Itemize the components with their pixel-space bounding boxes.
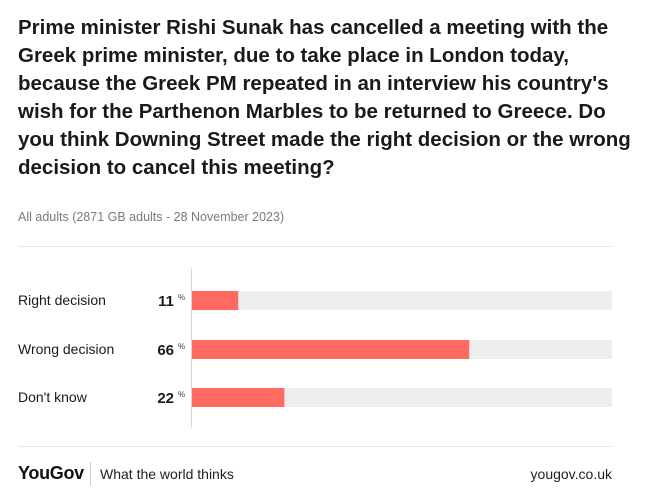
bar-right-decision: [192, 291, 239, 310]
bottom-divider: [18, 446, 612, 447]
footer-url[interactable]: yougov.co.uk: [530, 466, 612, 482]
bar-wrong-decision: [192, 340, 470, 359]
chart-baseline: [191, 268, 192, 428]
value-unit-right-decision: %: [178, 293, 185, 302]
footer-tagline: What the world thinks: [100, 466, 234, 482]
bar-track-right-decision: [192, 291, 612, 310]
sample-description: All adults (2871 GB adults - 28 November…: [18, 210, 285, 224]
value-label-wrong-decision: 66: [157, 342, 174, 359]
bar-don-t-know: [192, 388, 285, 407]
value-label-right-decision: 11: [158, 293, 174, 310]
category-label-right-decision: Right decision: [18, 292, 106, 308]
category-label-wrong-decision: Wrong decision: [18, 341, 114, 357]
category-label-don-t-know: Don't know: [18, 389, 88, 405]
value-unit-don-t-know: %: [178, 390, 185, 399]
footer-separator: [90, 462, 91, 486]
value-label-don-t-know: 22: [157, 390, 174, 407]
bar-track-don-t-know: [192, 388, 612, 407]
chart-title: Prime minister Rishi Sunak has cancelled…: [18, 16, 631, 179]
yougov-logo: YouGov: [18, 463, 84, 483]
value-unit-wrong-decision: %: [178, 342, 185, 351]
top-divider: [18, 246, 612, 247]
